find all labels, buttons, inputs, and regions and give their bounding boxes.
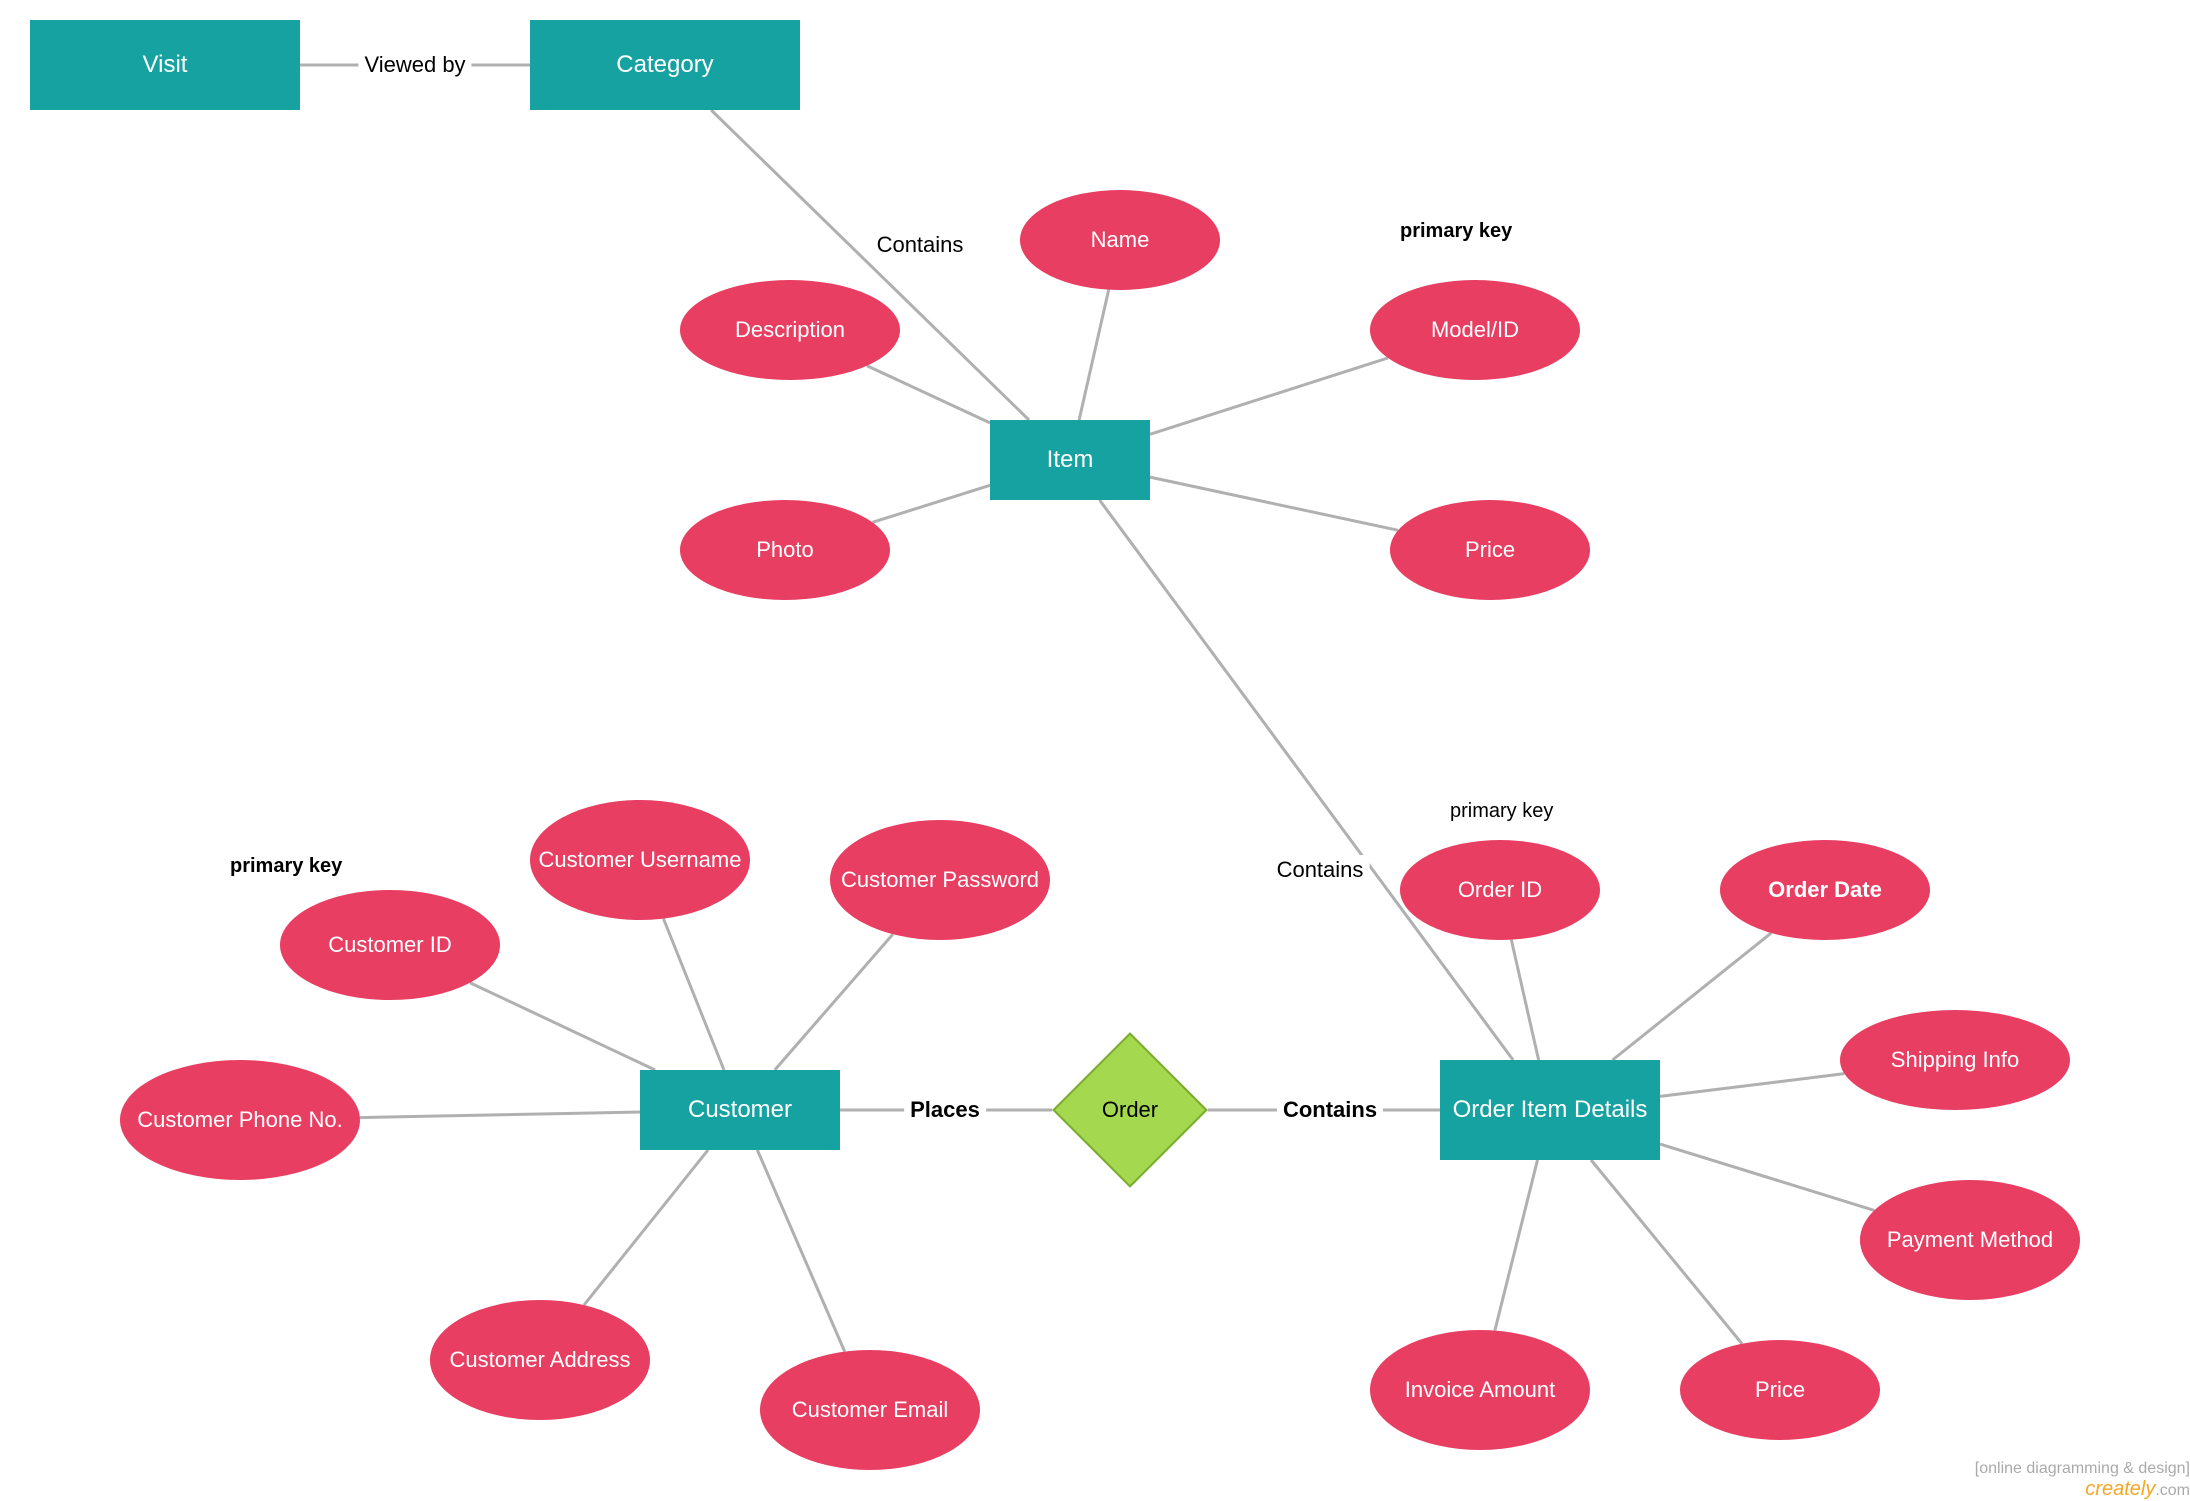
attribute-item_name: Name <box>1020 190 1220 290</box>
watermark: [online diagramming & design] creately.c… <box>1920 1460 2190 1501</box>
attribute-item_description: Description <box>680 280 900 380</box>
edge <box>757 1150 844 1352</box>
attribute-item_model: Model/ID <box>1370 280 1580 380</box>
watermark-prefix: [online diagramming & design] <box>1975 1460 2190 1477</box>
edge-label: Contains <box>871 230 970 260</box>
edge <box>1660 1144 1874 1210</box>
annotation-primary-key: primary key <box>1450 800 1553 823</box>
edge <box>867 366 990 423</box>
edge <box>1150 358 1388 434</box>
attribute-cust_username: Customer Username <box>530 800 750 920</box>
attribute-cust_password: Customer Password <box>830 820 1050 940</box>
attribute-item_photo: Photo <box>680 500 890 600</box>
attribute-ord_invoice: Invoice Amount <box>1370 1330 1590 1450</box>
attribute-ord_payment: Payment Method <box>1860 1180 2080 1300</box>
edge-label: Contains <box>1277 1095 1383 1125</box>
relationship-label: Order <box>1075 1055 1185 1165</box>
attribute-cust_address: Customer Address <box>430 1300 650 1420</box>
annotation-primary-key: primary key <box>230 855 342 878</box>
edge-label: Viewed by <box>358 50 471 80</box>
attribute-ord_shipping: Shipping Info <box>1840 1010 2070 1110</box>
edge <box>1591 1160 1742 1344</box>
edge <box>775 934 893 1070</box>
entity-item: Item <box>990 420 1150 500</box>
attribute-cust_email: Customer Email <box>760 1350 980 1470</box>
edge <box>470 983 655 1070</box>
annotation-primary-key: primary key <box>1400 220 1512 243</box>
edge <box>360 1112 640 1118</box>
er-diagram-canvas: Viewed by Contains Contains Places Contains V… <box>0 0 2190 1500</box>
edge <box>1613 933 1772 1060</box>
relationship-order: Order <box>1075 1055 1185 1165</box>
edge-label: Contains <box>1271 855 1370 885</box>
attribute-cust_id: Customer ID <box>280 890 500 1000</box>
watermark-brand: creately <box>2085 1478 2155 1500</box>
edge <box>1150 477 1398 530</box>
edge <box>663 919 724 1070</box>
edge <box>1079 290 1109 420</box>
entity-category: Category <box>530 20 800 110</box>
attribute-cust_phone: Customer Phone No. <box>120 1060 360 1180</box>
edge <box>873 485 990 522</box>
attribute-ord_date: Order Date <box>1720 840 1930 940</box>
edge <box>1660 1074 1844 1097</box>
edge-label: Places <box>904 1095 986 1125</box>
edge <box>1495 1160 1538 1331</box>
edge <box>1511 940 1538 1060</box>
entity-customer: Customer <box>640 1070 840 1150</box>
watermark-suffix: .com <box>2155 1482 2190 1499</box>
entity-visit: Visit <box>30 20 300 110</box>
attribute-ord_id: Order ID <box>1400 840 1600 940</box>
attribute-ord_price: Price <box>1680 1340 1880 1440</box>
entity-order_details: Order Item Details <box>1440 1060 1660 1160</box>
edge <box>584 1150 708 1305</box>
attribute-item_price: Price <box>1390 500 1590 600</box>
